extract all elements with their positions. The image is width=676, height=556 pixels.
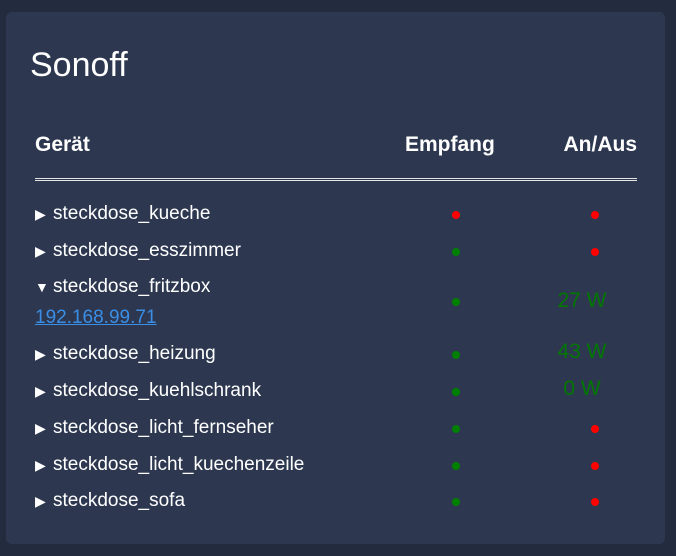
device-name: steckdose_licht_fernseher xyxy=(53,417,274,438)
device-toggle[interactable]: ▶ steckdose_kuehlschrank xyxy=(35,380,261,402)
device-toggle[interactable]: ▶ steckdose_esszimmer xyxy=(35,240,241,262)
signal-status-icon xyxy=(452,462,460,470)
table-row: ▼ steckdose_fritzbox 192.168.99.71 27 W xyxy=(35,276,637,336)
expand-arrow-icon: ▶ xyxy=(35,383,46,399)
signal-status-icon xyxy=(452,351,460,359)
table-row: ▶ steckdose_licht_kuechenzeile xyxy=(35,454,637,484)
table-row: ▶ steckdose_kuehlschrank 0 W xyxy=(35,377,637,410)
signal-status-icon xyxy=(452,498,460,506)
power-watt-reading: 43 W xyxy=(557,340,607,363)
device-toggle[interactable]: ▶ steckdose_kueche xyxy=(35,203,210,225)
power-watt-reading: 27 W xyxy=(557,289,607,312)
device-name: steckdose_esszimmer xyxy=(53,240,241,261)
device-name: steckdose_kueche xyxy=(53,203,211,224)
table-row: ▶ steckdose_sofa xyxy=(35,490,637,520)
device-toggle[interactable]: ▶ steckdose_heizung xyxy=(35,343,216,365)
header-divider xyxy=(35,178,637,181)
column-header-signal: Empfang xyxy=(405,133,495,156)
collapse-arrow-icon: ▼ xyxy=(35,279,49,295)
power-status-icon xyxy=(591,211,599,219)
device-toggle[interactable]: ▶ steckdose_sofa xyxy=(35,490,185,512)
device-toggle[interactable]: ▶ steckdose_licht_kuechenzeile xyxy=(35,454,304,476)
column-header-device: Gerät xyxy=(35,133,90,156)
expand-arrow-icon: ▶ xyxy=(35,206,46,222)
expand-arrow-icon: ▶ xyxy=(35,457,46,473)
signal-status-icon xyxy=(452,211,460,219)
device-ip-link[interactable]: 192.168.99.71 xyxy=(35,307,157,328)
signal-status-icon xyxy=(452,248,460,256)
table-row: ▶ steckdose_licht_fernseher xyxy=(35,417,637,447)
expand-arrow-icon: ▶ xyxy=(35,346,46,362)
power-status-icon xyxy=(591,462,599,470)
device-name: steckdose_sofa xyxy=(53,490,186,511)
power-status-icon xyxy=(591,498,599,506)
power-status-icon xyxy=(591,248,599,256)
card-title: Sonoff xyxy=(30,46,128,84)
device-name: steckdose_licht_kuechenzeile xyxy=(53,454,305,475)
expand-arrow-icon: ▶ xyxy=(35,420,46,436)
signal-status-icon xyxy=(452,388,460,396)
signal-status-icon xyxy=(452,298,460,306)
column-header-power: An/Aus xyxy=(563,133,638,156)
table-row: ▶ steckdose_kueche xyxy=(35,203,637,233)
expand-arrow-icon: ▶ xyxy=(35,243,46,259)
expand-arrow-icon: ▶ xyxy=(35,493,46,509)
table-row: ▶ steckdose_heizung 43 W xyxy=(35,340,637,373)
device-name: steckdose_kuehlschrank xyxy=(53,380,262,401)
device-name: steckdose_fritzbox xyxy=(53,276,211,297)
power-status-icon xyxy=(591,425,599,433)
sonoff-card: Sonoff Gerät Empfang An/Aus ▶ steckdose_k… xyxy=(6,12,665,544)
device-name: steckdose_heizung xyxy=(53,343,216,364)
power-watt-reading: 0 W xyxy=(563,377,601,400)
table-row: ▶ steckdose_esszimmer xyxy=(35,240,637,270)
table-header: Gerät Empfang An/Aus xyxy=(35,133,637,157)
device-toggle[interactable]: ▶ steckdose_licht_fernseher xyxy=(35,417,274,439)
signal-status-icon xyxy=(452,425,460,433)
device-toggle[interactable]: ▼ steckdose_fritzbox xyxy=(35,276,210,298)
